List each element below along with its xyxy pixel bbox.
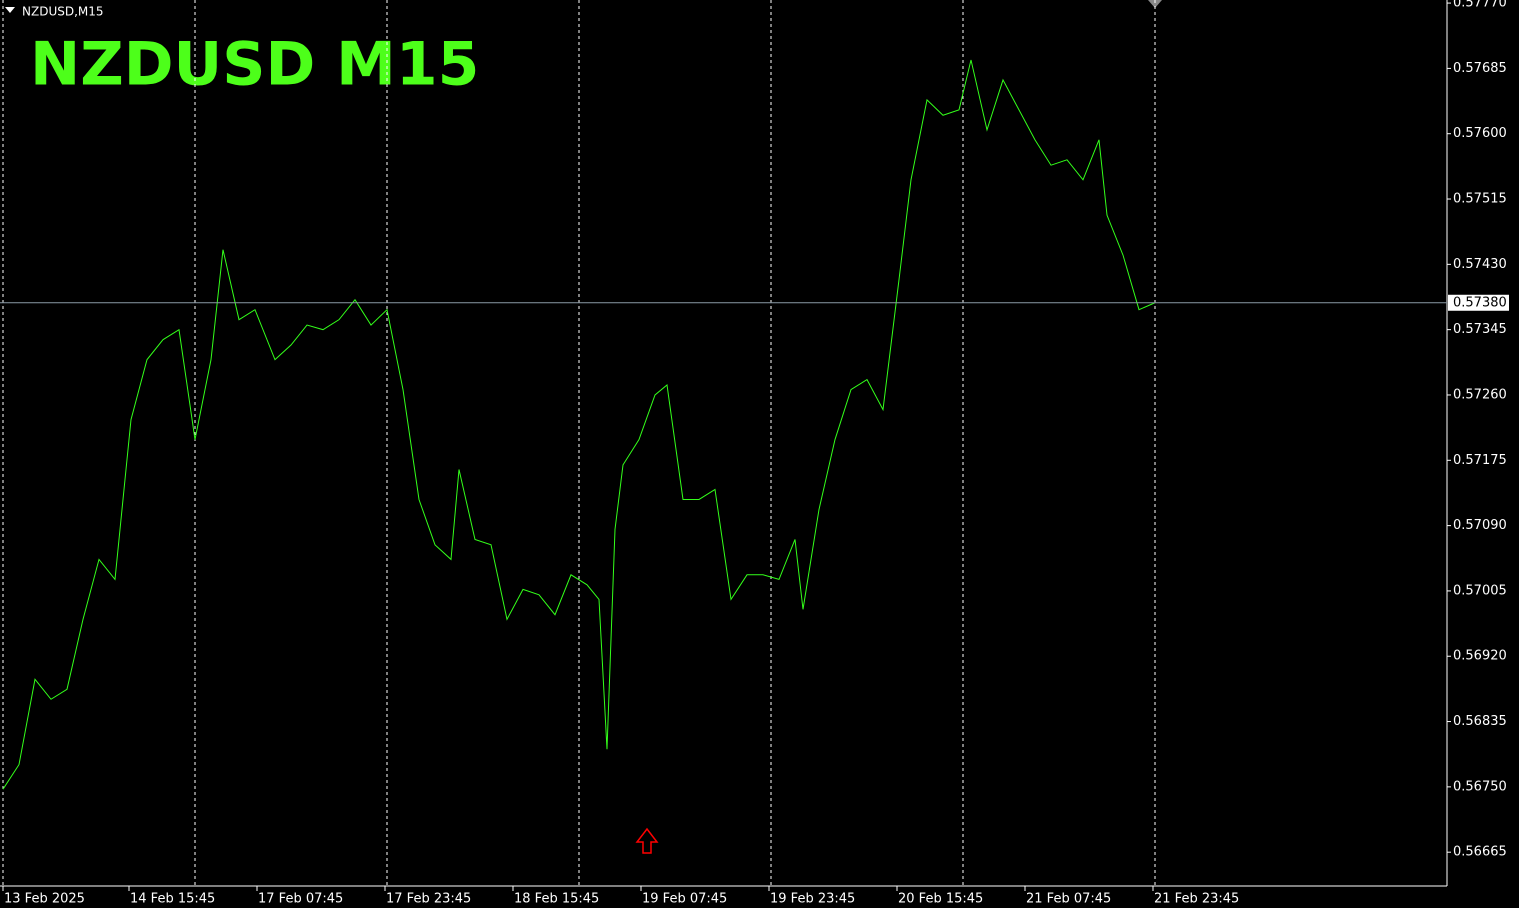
chart-title: NZDUSD M15 <box>30 30 479 100</box>
x-tick-label: 19 Feb 23:45 <box>770 892 855 907</box>
x-tick-label: 20 Feb 15:45 <box>898 892 983 907</box>
y-tick-label: 0.56665 <box>1453 845 1507 860</box>
x-tick-label: 21 Feb 07:45 <box>1026 892 1111 907</box>
y-tick-label: 0.57515 <box>1453 192 1507 207</box>
y-tick-label: 0.57600 <box>1453 126 1507 141</box>
y-tick-label: 0.56835 <box>1453 714 1507 729</box>
y-tick-label: 0.57260 <box>1453 387 1507 402</box>
arrow-marker <box>635 827 659 854</box>
x-tick-label: 18 Feb 15:45 <box>514 892 599 907</box>
y-tick-label: 0.57175 <box>1453 453 1507 468</box>
y-tick-label: 0.57430 <box>1453 257 1507 272</box>
menu-triangle[interactable] <box>5 7 15 13</box>
x-tick-label: 19 Feb 07:45 <box>642 892 727 907</box>
current-price-box <box>1448 294 1509 311</box>
x-tick-label: 17 Feb 23:45 <box>386 892 471 907</box>
y-tick-label: 0.57090 <box>1453 518 1507 533</box>
x-tick-label: 21 Feb 23:45 <box>1154 892 1239 907</box>
x-tick-label: 17 Feb 07:45 <box>258 892 343 907</box>
y-tick-label: 0.57685 <box>1453 61 1507 76</box>
shift-marker[interactable] <box>1148 0 1162 8</box>
y-tick-label: 0.57005 <box>1453 583 1507 598</box>
y-tick-label: 0.57770 <box>1453 0 1507 11</box>
price-line <box>2 59 1156 790</box>
y-tick-label: 0.56920 <box>1453 649 1507 664</box>
current-price-label: 0.57380 <box>1453 295 1507 310</box>
symbol-label: NZDUSD,M15 <box>22 5 104 19</box>
x-tick-label: 13 Feb 2025 <box>4 892 85 907</box>
y-tick-label: 0.56750 <box>1453 779 1507 794</box>
x-tick-label: 14 Feb 15:45 <box>130 892 215 907</box>
y-tick-label: 0.57345 <box>1453 322 1507 337</box>
